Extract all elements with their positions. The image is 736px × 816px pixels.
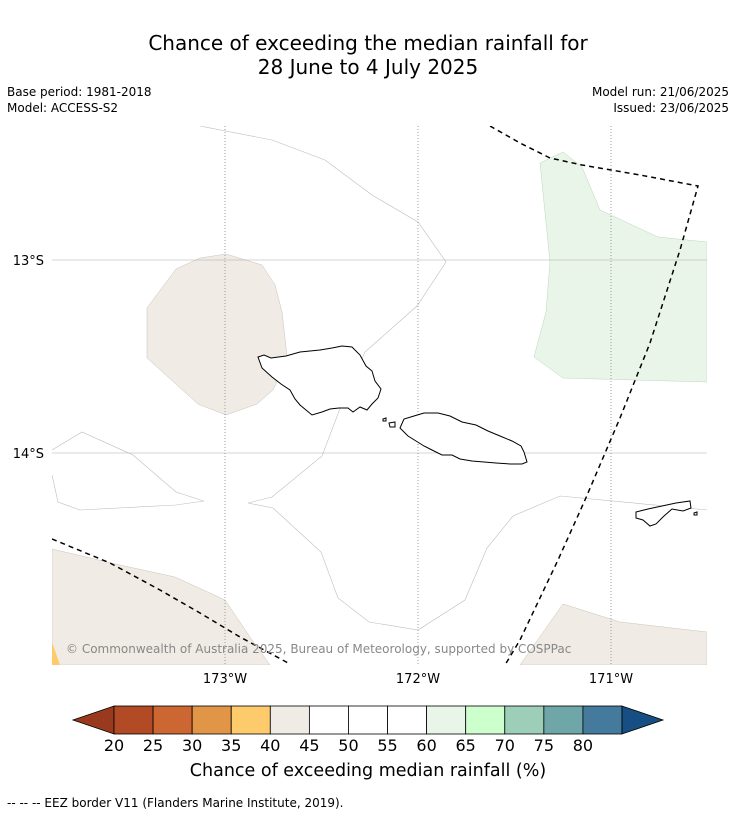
colorbar-tick-label: 30 — [181, 736, 203, 755]
colorbar-tick-label: 70 — [494, 736, 515, 755]
colorbar-tick-label: 55 — [377, 736, 398, 755]
lon-label-173w: 173°W — [203, 672, 247, 687]
issued-text: Issued: 23/06/2025 — [613, 101, 729, 115]
contour-lines — [52, 126, 707, 631]
colorbar-segment — [191, 705, 232, 735]
base-period-text: Base period: 1981-2018 — [7, 85, 152, 99]
lat-label-13s: 13°S — [13, 254, 44, 269]
colorbar-segment — [504, 705, 545, 735]
island-manono — [388, 421, 396, 428]
islands — [257, 345, 698, 527]
colorbar-over-arrow — [621, 705, 665, 735]
island-apolima — [382, 417, 387, 422]
colorbar-segment — [387, 705, 428, 735]
colorbar-label: Chance of exceeding median rainfall (%) — [189, 761, 547, 781]
lon-label-171w: 171°W — [589, 672, 633, 687]
region-40-45-southeast — [519, 603, 707, 665]
colorbar-under-arrow — [71, 705, 115, 735]
map-title-line1: Chance of exceeding the median rainfall … — [148, 31, 588, 55]
island-upolu — [399, 412, 528, 465]
colorbar-tick-label: 40 — [260, 736, 281, 755]
map-title-line2: 28 June to 4 July 2025 — [257, 55, 479, 79]
region-40-45-west — [146, 253, 288, 416]
colorbar-segment — [308, 705, 349, 735]
island-tutuila — [635, 500, 692, 527]
region-35-40-corner — [52, 642, 60, 665]
colorbar-segment — [152, 705, 193, 735]
graticule — [52, 259, 707, 454]
model-text: Model: ACCESS-S2 — [7, 101, 119, 115]
island-savaii — [257, 345, 382, 416]
colorbar-segment — [465, 705, 506, 735]
island-aunuu — [693, 511, 698, 516]
colorbar-segment — [230, 705, 271, 735]
colorbar-tick-label: 75 — [533, 736, 555, 755]
colorbar-tick-label: 80 — [572, 736, 594, 755]
model-run-text: Model run: 21/06/2025 — [591, 85, 729, 99]
lon-label-172w: 172°W — [396, 672, 440, 687]
colorbar-tick-label: 50 — [338, 736, 359, 755]
colorbar-segment — [269, 705, 310, 735]
colorbar-segment — [543, 705, 584, 735]
region-60-65-east — [533, 151, 707, 383]
colorbar-segment — [426, 705, 467, 735]
colorbar-segment — [113, 705, 154, 735]
colorbar-segment — [582, 705, 623, 735]
colorbar — [71, 705, 665, 735]
region-40-45-southwest — [52, 548, 271, 665]
colorbar-tick-label: 45 — [299, 736, 320, 755]
colorbar-segment — [348, 705, 388, 735]
colorbar-tick-label: 20 — [103, 736, 125, 755]
colorbar-tick-label: 25 — [142, 736, 164, 755]
colorbar-tick-label: 60 — [416, 736, 437, 755]
copyright-text: © Commonwealth of Australia 2025, Bureau… — [66, 642, 571, 656]
eez-legend-note: -- -- -- EEZ border V11 (Flanders Marine… — [7, 796, 344, 810]
colorbar-tick-label: 35 — [221, 736, 242, 755]
lat-label-14s: 14°S — [13, 447, 44, 462]
colorbar-tick-label: 65 — [455, 736, 476, 755]
map-panel — [52, 126, 707, 665]
